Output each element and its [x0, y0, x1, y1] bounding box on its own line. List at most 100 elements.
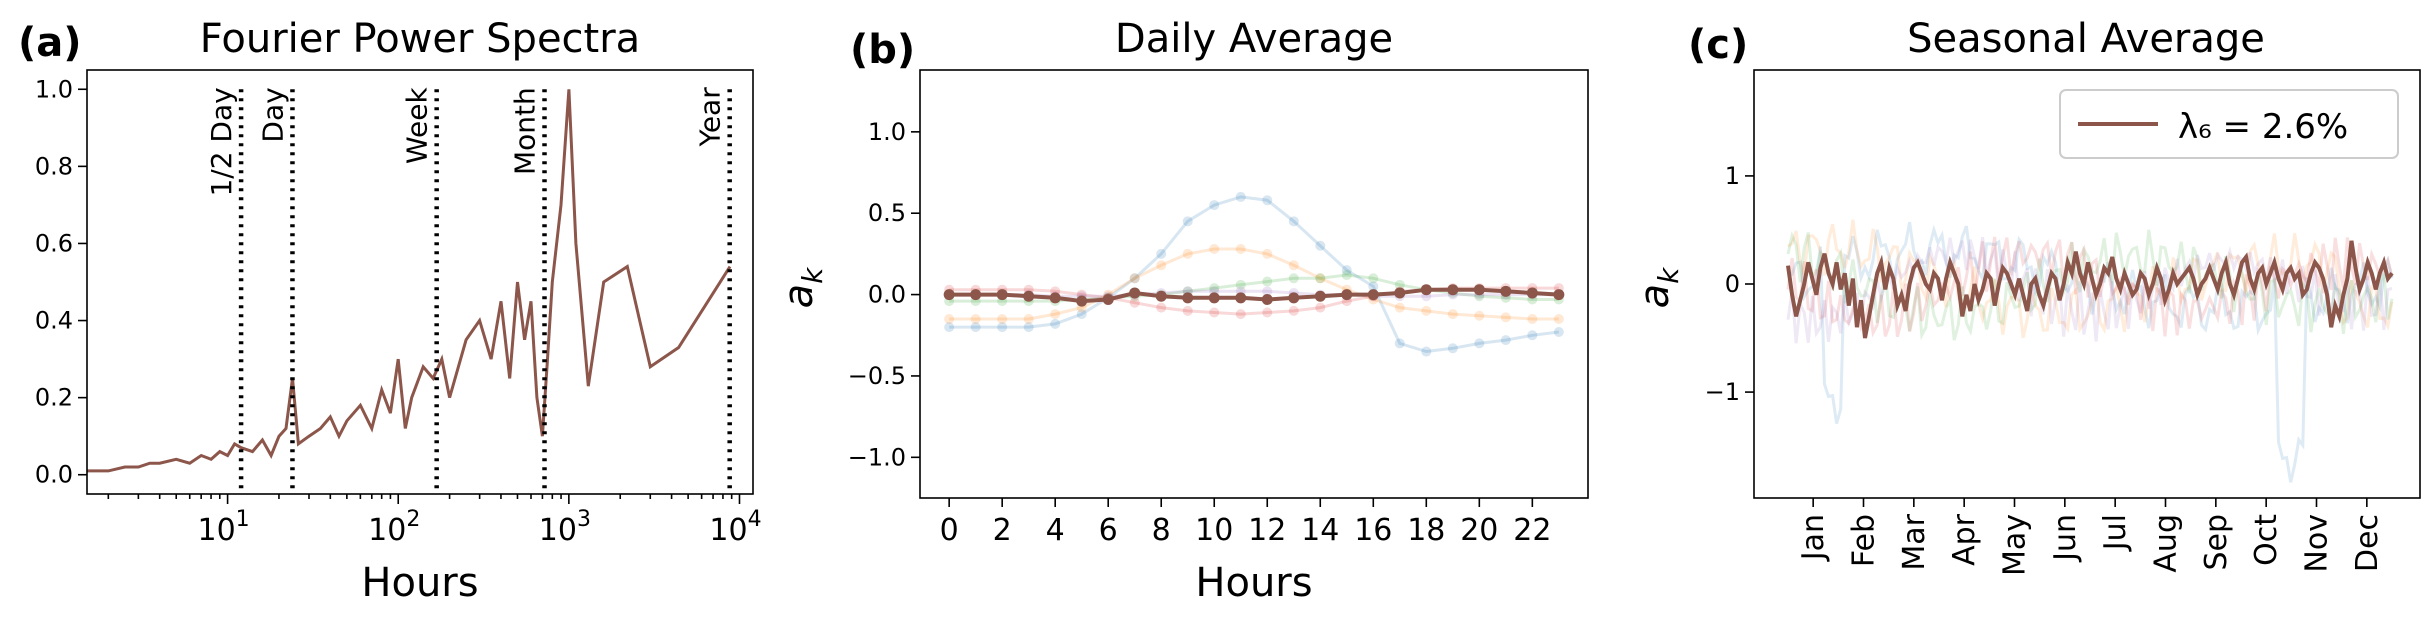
daily-series-point	[970, 322, 981, 333]
daily-series-point	[1235, 244, 1246, 255]
x-tick-label-c: Sep	[2199, 514, 2234, 571]
reference-line-label: 1/2 Day	[205, 87, 238, 196]
daily-series-point	[1182, 248, 1193, 259]
panel-a: (a) Fourier Power Spectra 0.00.20.40.60.…	[18, 16, 762, 606]
daily-series-point	[1394, 302, 1405, 313]
daily-series-point	[1262, 276, 1273, 287]
x-tick-label-a: 104	[709, 507, 761, 548]
daily-series-point	[1553, 313, 1564, 324]
y-tick-label-b: 1.0	[868, 118, 906, 146]
daily-series-point	[1288, 260, 1299, 271]
daily-series-point	[1156, 302, 1167, 313]
panel-c-letter: (c)	[1688, 22, 1748, 68]
daily-series-point	[1156, 260, 1167, 271]
daily-series-point	[1394, 279, 1405, 290]
daily-series-point	[1076, 309, 1087, 320]
seasonal-faded-line	[1787, 221, 2394, 483]
x-tick-label-b: 16	[1354, 513, 1392, 548]
daily-series-point	[1182, 305, 1193, 316]
panel-a-xlabel: Hours	[361, 560, 478, 606]
daily-series-point	[1129, 273, 1140, 284]
legend: λ₆ = 2.6%	[2059, 89, 2399, 159]
x-tick-label-a: 102	[368, 507, 420, 548]
x-tick-label-b: 0	[940, 513, 959, 548]
daily-series-point	[1208, 292, 1220, 304]
daily-series-point	[1050, 309, 1061, 320]
daily-series-line	[949, 195, 1559, 354]
x-tick-label-c: Mar	[1897, 513, 1932, 570]
x-tick-label-c: Jun	[2048, 514, 2083, 563]
daily-series-point	[1526, 287, 1538, 299]
x-tick-label-c: Feb	[1847, 514, 1882, 567]
daily-series-point	[1500, 335, 1511, 346]
y-tick-label-a: 0.4	[35, 307, 73, 335]
daily-series-point	[1315, 273, 1326, 284]
daily-series-point	[1156, 248, 1167, 259]
reference-line-label: Day	[256, 87, 289, 142]
daily-series-point	[1421, 305, 1432, 316]
daily-series-point	[1023, 290, 1035, 302]
plot-c: 1 0 −1 Jan Feb Mar Apr May Jun Jul Aug Sep Oct Nov Dec	[1705, 162, 2394, 576]
daily-series-point	[1447, 284, 1459, 296]
daily-series-point	[1315, 302, 1326, 313]
daily-series-point	[1474, 310, 1485, 321]
daily-series-point	[1129, 297, 1140, 308]
daily-series-point	[1209, 283, 1220, 294]
y-tick-label-a: 0.6	[35, 229, 73, 257]
daily-series-point	[1500, 312, 1511, 323]
daily-series-point	[1315, 273, 1326, 284]
daily-series-point	[1262, 286, 1273, 297]
y-tick-label-a: 1.0	[35, 75, 73, 103]
plot-a-frame	[86, 69, 754, 495]
y-tick-label-b: 0.0	[868, 281, 906, 309]
daily-series-point	[1314, 290, 1326, 302]
daily-series-point	[1447, 343, 1458, 354]
daily-series-point	[1553, 327, 1564, 338]
reference-line-label: Year	[694, 87, 727, 148]
panel-b-letter: (b)	[850, 27, 915, 73]
seasonal-series-line	[1786, 240, 2394, 339]
x-tick-label-c: Jul	[2098, 514, 2133, 552]
y-tick-label-c: −1	[1705, 378, 1740, 406]
x-tick-label-c: Nov	[2300, 514, 2335, 573]
y-tick-label-a: 0.0	[35, 461, 73, 489]
x-tick-label-c: Jan	[1796, 514, 1831, 562]
x-tick-label-b: 14	[1301, 513, 1339, 548]
daily-series-point	[997, 322, 1008, 333]
daily-series-point	[944, 313, 955, 324]
reference-line-label: Month	[509, 87, 542, 175]
daily-series-point	[1394, 338, 1405, 349]
daily-series-point	[1209, 244, 1220, 255]
daily-series-point	[1474, 338, 1485, 349]
daily-series-point	[1182, 292, 1194, 304]
x-tick-label-b: 10	[1195, 513, 1233, 548]
daily-series-point	[1261, 293, 1273, 305]
panel-a-title: Fourier Power Spectra	[200, 16, 640, 62]
daily-series-point	[1182, 216, 1193, 227]
daily-series-point	[1235, 292, 1247, 304]
y-tick-label-c: 1	[1725, 162, 1740, 190]
y-tick-label-b: −0.5	[848, 362, 906, 390]
legend-box	[2059, 89, 2399, 159]
daily-series-point	[970, 313, 981, 324]
daily-series-point	[1341, 265, 1352, 276]
x-tick-label-c: Dec	[2350, 514, 2385, 572]
plot-c-frame	[1753, 69, 2421, 499]
daily-series-point	[1288, 273, 1299, 284]
plot-b: 1.0 0.5 0.0 −0.5 −1.0 0 2 4 6 8 10 12 14 16 18 20 22	[848, 118, 1565, 548]
panel-b: (b) Daily Average 1.0 0.5 0.0 −0.5 −1.0 0 2 4 6 8…	[776, 16, 1589, 606]
daily-series-point	[1553, 289, 1565, 301]
reference-line-label: Week	[401, 86, 434, 163]
daily-series-point	[996, 289, 1008, 301]
daily-series-point	[1023, 313, 1034, 324]
daily-series-point	[1473, 284, 1485, 296]
daily-series-point	[1368, 281, 1379, 292]
daily-series-point	[1076, 295, 1088, 307]
seasonal-faded-line	[1787, 219, 2394, 339]
daily-series-point	[970, 289, 982, 301]
daily-series-point	[1394, 287, 1406, 299]
daily-series-point	[1288, 305, 1299, 316]
x-tick-label-b: 12	[1248, 513, 1286, 548]
x-tick-label-b: 2	[993, 513, 1012, 548]
